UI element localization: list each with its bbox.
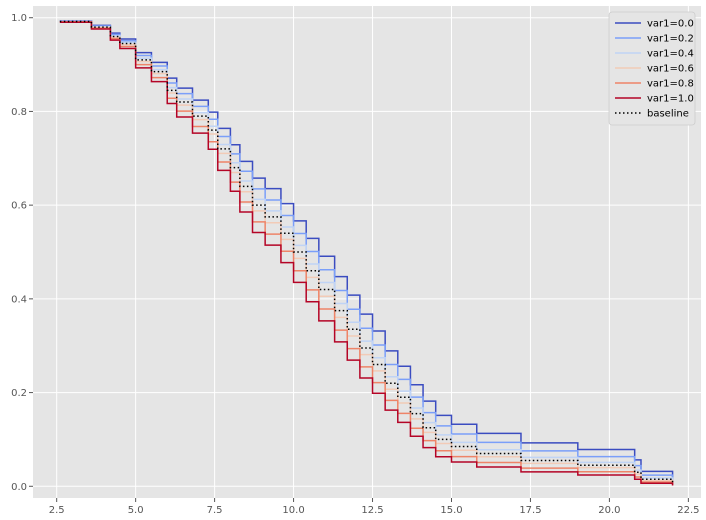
series-line-6	[59, 20, 674, 484]
y-tick-label: 0.8	[11, 107, 27, 118]
plot-background	[33, 6, 701, 498]
x-tick-label: 17.5	[519, 505, 541, 516]
y-tick-label: 1.0	[11, 13, 27, 24]
x-tick-label: 5.0	[128, 505, 144, 516]
legend-label: var1=0.8	[647, 79, 694, 90]
x-tick-label: 22.5	[677, 505, 699, 516]
x-tick-label: 20.0	[598, 505, 620, 516]
x-tick-label: 2.5	[49, 505, 65, 516]
legend-box	[608, 11, 696, 126]
grid	[33, 6, 701, 498]
x-tick-label: 7.5	[207, 505, 223, 516]
x-tick-label: 12.5	[361, 505, 383, 516]
x-axis-ticks: 2.5 5.0 7.5 10.0 12.5 15.0 17.5 20.0 22.5	[49, 498, 699, 516]
series-lines	[59, 20, 674, 486]
legend-label: baseline	[647, 109, 689, 120]
legend-label: var1=0.4	[647, 49, 694, 60]
legend-label: var1=0.2	[647, 34, 694, 45]
y-tick-label: 0.0	[11, 482, 27, 493]
legend-label: var1=0.6	[647, 64, 694, 75]
y-tick-label: 0.2	[11, 388, 27, 399]
legend-label: var1=1.0	[647, 94, 694, 105]
x-tick-label: 15.0	[440, 505, 462, 516]
y-tick-label: 0.4	[11, 294, 27, 305]
y-axis-ticks: 0.0 0.2 0.4 0.6 0.8 1.0	[11, 13, 33, 493]
series-line-5	[59, 21, 674, 486]
x-tick-label: 10.0	[282, 505, 304, 516]
legend-label: var1=0.0	[647, 19, 694, 30]
y-tick-label: 0.6	[11, 201, 27, 212]
legend: var1=0.0 var1=0.2 var1=0.4 var1=0.6 var1=0.8…	[608, 11, 696, 126]
